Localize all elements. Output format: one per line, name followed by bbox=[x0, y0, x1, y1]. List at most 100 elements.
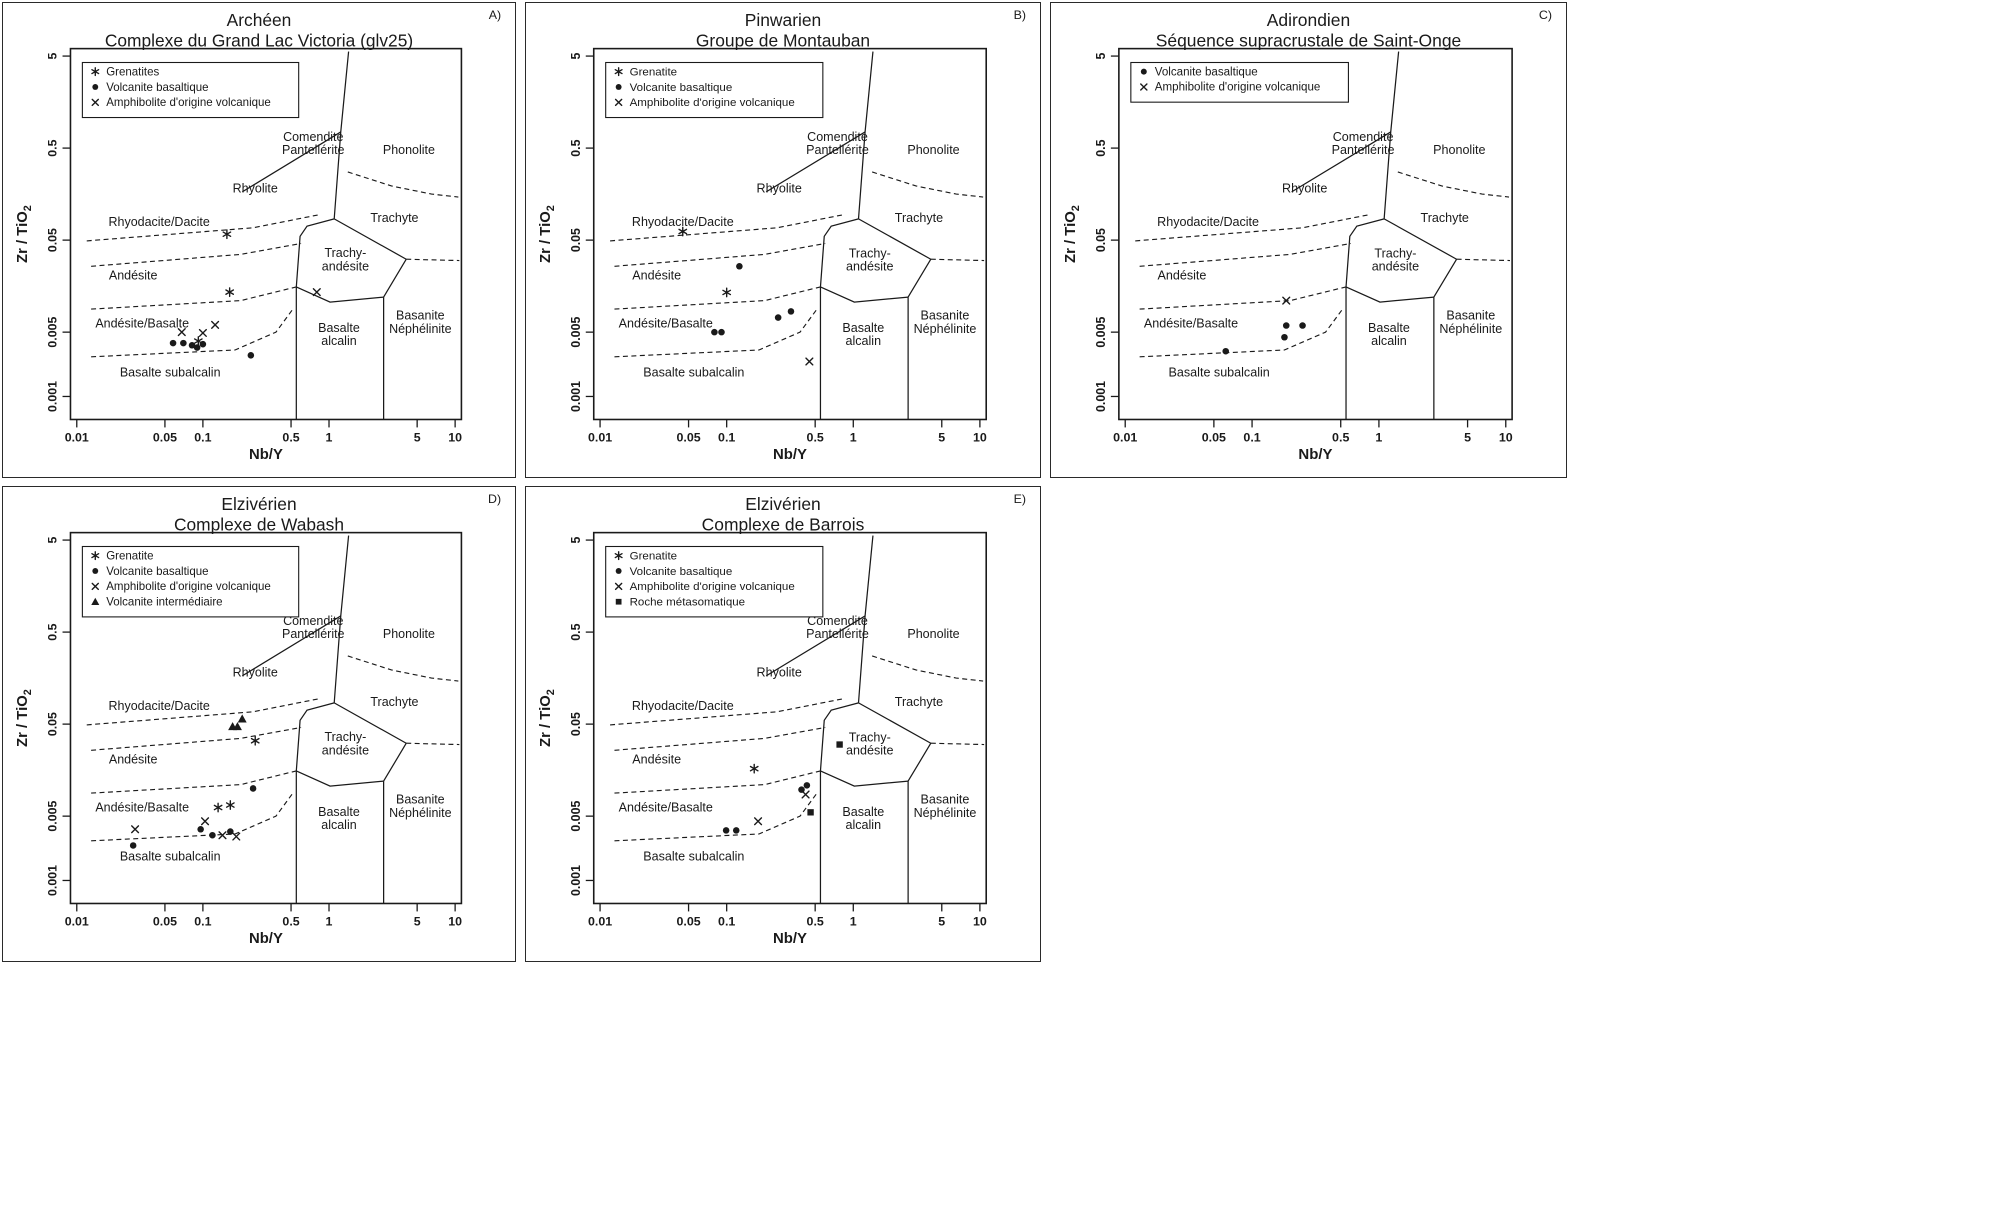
legend-label: Grenatite bbox=[630, 550, 677, 562]
field-label: Andésite bbox=[109, 268, 158, 282]
panel-archeen-glv25: Comendite Pantellérite Phonolite Rhyolite Tr… bbox=[2, 2, 516, 478]
plot-frame bbox=[1118, 47, 1513, 421]
field-label: Rhyodacite/Dacite bbox=[1157, 215, 1259, 229]
field-label: Phonolite bbox=[907, 143, 959, 157]
field-boundary-solid bbox=[383, 258, 407, 298]
field-boundary-solid bbox=[907, 258, 932, 298]
y-tick-label: 0.05 bbox=[569, 228, 583, 252]
field-boundary-solid bbox=[1433, 258, 1458, 298]
field-label: andésite bbox=[1372, 260, 1420, 274]
legend-item: Amphibolite d'origine volcanique bbox=[614, 581, 795, 593]
field-label: Basalte subalcalin bbox=[120, 849, 221, 863]
field-boundary-solid bbox=[857, 535, 874, 703]
point-circle bbox=[180, 339, 187, 347]
panel-subtitle: Complexe du Grand Lac Victoria (glv25) bbox=[105, 31, 413, 51]
legend-label: Amphibolite d'origine volcanique bbox=[106, 581, 271, 593]
point-circle bbox=[736, 262, 743, 270]
x-axis-label: Nb/Y bbox=[249, 447, 283, 463]
field-label: Basalte bbox=[842, 321, 884, 335]
series-x bbox=[131, 817, 241, 841]
x-tick-label: 0.01 bbox=[65, 914, 89, 928]
field-label: Basalte bbox=[842, 805, 884, 819]
point-asterisk bbox=[749, 763, 759, 774]
point-circle bbox=[188, 341, 196, 349]
y-axis-label: Zr / TiO2 bbox=[538, 689, 557, 747]
point-asterisk bbox=[213, 802, 223, 813]
legend-label: Amphibolite d'origine volcanique bbox=[630, 97, 795, 109]
point-circle bbox=[787, 308, 795, 315]
x-axis-label: Nb/Y bbox=[773, 931, 807, 947]
point-x bbox=[614, 582, 623, 591]
y-axis-label: Zr / TiO2 bbox=[15, 205, 34, 263]
point-asterisk bbox=[614, 551, 623, 561]
field-label: Comendite bbox=[807, 130, 868, 144]
field-boundary-dashed bbox=[1456, 258, 1511, 262]
point-circle bbox=[169, 339, 177, 347]
point-square bbox=[615, 598, 622, 605]
field-label: Trachy- bbox=[1374, 246, 1416, 260]
field-boundary-dashed bbox=[871, 171, 984, 198]
point-circle bbox=[1282, 322, 1290, 329]
field-boundary-dashed bbox=[91, 792, 294, 842]
panel-corner-label: B) bbox=[1014, 8, 1026, 22]
field-label: alcalin bbox=[321, 818, 356, 832]
point-circle bbox=[249, 785, 257, 792]
field-boundary-dashed bbox=[614, 770, 821, 794]
point-circle bbox=[722, 827, 730, 834]
field-label: Andésite/Basalte bbox=[1144, 316, 1238, 330]
series-asterisk bbox=[213, 735, 260, 813]
y-axis-label: Zr / TiO2 bbox=[538, 205, 557, 263]
y-tick-label: 0.001 bbox=[569, 381, 583, 412]
field-boundary-solid bbox=[383, 742, 407, 782]
legend-item: Grenatites bbox=[91, 66, 160, 78]
panel-adirondien-saint-onge: Comendite Pantellérite Phonolite Rhyolite Tr… bbox=[1050, 2, 1567, 478]
field-label: Andésite bbox=[109, 752, 158, 766]
x-tick-label: 1 bbox=[1375, 430, 1382, 444]
point-asterisk bbox=[250, 735, 260, 746]
field-boundary-solid bbox=[1291, 131, 1392, 193]
x-tick-label: 1 bbox=[326, 914, 333, 928]
y-tick-label: 5 bbox=[46, 53, 60, 60]
field-label: Basalte bbox=[318, 805, 360, 819]
series-circle bbox=[169, 339, 255, 359]
x-tick-label: 10 bbox=[448, 914, 462, 928]
field-boundary-solid bbox=[1383, 218, 1457, 260]
field-label: Basalte bbox=[1368, 321, 1410, 335]
field-label: Phonolite bbox=[1433, 143, 1485, 157]
legend-item: Volcanite basaltique bbox=[615, 566, 732, 578]
field-label: Trachy- bbox=[849, 730, 891, 744]
series-asterisk bbox=[678, 226, 732, 298]
field-boundary-dashed bbox=[1139, 308, 1344, 358]
legend-item: Amphibolite d'origine volcanique bbox=[1140, 82, 1320, 94]
field-boundary-dashed bbox=[610, 213, 845, 242]
field-label: Trachyte bbox=[370, 695, 418, 709]
panel-title: Elzivérien bbox=[221, 494, 296, 514]
point-x bbox=[232, 832, 241, 841]
field-label: Comendite bbox=[1333, 130, 1394, 144]
legend-box bbox=[81, 61, 300, 119]
field-boundary-dashed bbox=[347, 655, 459, 682]
series-square bbox=[807, 741, 843, 816]
field-label: Rhyolite bbox=[757, 181, 802, 195]
legend-label: Roche métasomatique bbox=[630, 597, 745, 609]
y-tick-label: 5 bbox=[569, 537, 583, 544]
field-label: Rhyodacite/Dacite bbox=[632, 215, 734, 229]
legend-label: Volcanite basaltique bbox=[106, 566, 208, 578]
legend-item: Amphibolite d'origine volcanique bbox=[91, 97, 271, 109]
field-label: Andésite/Basalte bbox=[95, 800, 189, 814]
field-label: Phonolite bbox=[383, 143, 435, 157]
x-tick-label: 5 bbox=[938, 914, 945, 928]
field-label: alcalin bbox=[846, 818, 882, 832]
y-axis-label: Zr / TiO2 bbox=[1062, 205, 1082, 263]
field-boundary-solid bbox=[1345, 218, 1385, 287]
x-tick-label: 0.05 bbox=[1202, 430, 1226, 444]
field-label: Trachyte bbox=[895, 695, 943, 709]
field-boundary-solid bbox=[820, 770, 909, 787]
field-boundary-dashed bbox=[86, 213, 321, 242]
field-label: Pantellérite bbox=[1332, 143, 1395, 157]
field-boundary-dashed bbox=[614, 726, 826, 751]
x-tick-label: 5 bbox=[1464, 430, 1471, 444]
